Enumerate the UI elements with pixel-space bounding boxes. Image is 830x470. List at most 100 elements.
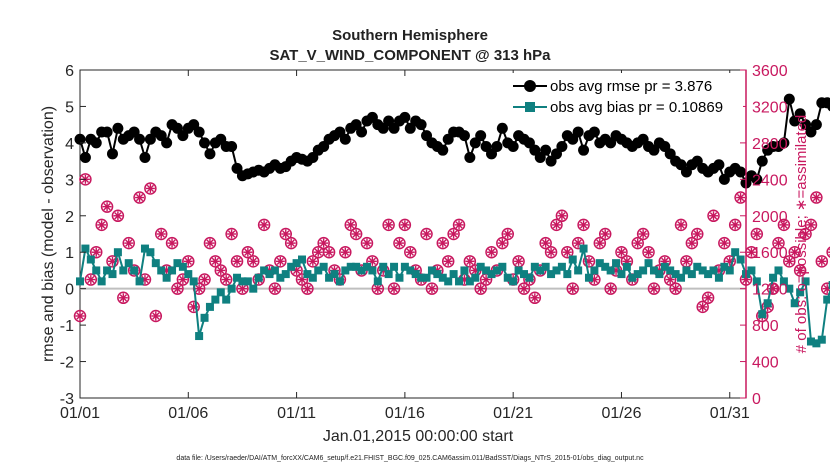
bias-point [325,273,334,282]
obs-possible-point [420,227,433,241]
rmse-point [491,141,503,153]
bias-point [796,288,805,297]
bias-point [617,270,626,279]
bias-point [227,284,236,293]
bias-point [568,255,577,264]
obs-possible-point [339,245,352,259]
obs-possible-point [441,255,455,268]
bias-point [135,277,144,286]
y-tick-label: 0 [65,282,74,299]
bias-point [417,273,426,282]
bias-point [314,266,323,275]
bias-point [806,337,815,346]
obs-assimilated-point [671,284,681,294]
obs-assimilated-point [384,220,394,230]
obs-possible-point [593,236,607,250]
bias-point [649,266,658,275]
bias-point [801,277,810,286]
obs-possible-point [349,227,363,241]
y-axis-left-ticks: -3 -2 -1 0 1 2 3 4 5 6 [60,63,86,408]
obs-assimilated-point [790,247,800,257]
obs-assimilated-point [514,256,524,266]
bias-point [622,262,631,271]
obs-assimilated-point [551,220,561,230]
bias-point [465,277,474,286]
obs-possible-point [463,255,477,268]
obs-possible-point [171,282,184,295]
obs-possible-point [247,255,260,268]
bias-point [124,259,133,268]
obs-assimilated-point [156,229,166,239]
obs-assimilated-point [519,284,529,294]
bias-point [563,270,572,279]
y-right-tick-label: 2800 [752,136,788,153]
obs-assimilated-point [687,238,697,248]
chart-title: Southern Hemisphere [332,27,488,44]
bias-point [390,262,399,271]
obs-possible-point [766,282,780,295]
bias-point [487,270,496,279]
obs-assimilated-point [573,238,583,248]
obs-possible-point [73,309,87,323]
bias-point [281,270,290,279]
obs-assimilated-point [638,229,648,239]
bias-point [817,335,826,344]
rmse-point [464,151,476,163]
obs-assimilated-point [324,247,334,257]
bias-point [449,270,458,279]
bias-point [725,266,734,275]
obs-possible-point [187,300,200,314]
bias-point [633,270,642,279]
obs-assimilated-point [730,220,740,230]
obs-assimilated-point [297,275,307,285]
rmse-point [735,166,747,178]
obs-assimilated-point [600,229,610,239]
bias-point [395,273,404,282]
bias-point [184,270,193,279]
obs-possible-point [144,182,157,195]
bias-point [579,244,588,253]
bias-point [628,273,637,282]
bias-point [747,266,756,275]
obs-assimilated-point [681,256,691,266]
obs-assimilated-point [91,247,101,257]
bias-point [769,273,778,282]
obs-possible-point [360,236,374,250]
bias-point [763,299,772,308]
obs-assimilated-point [389,284,399,294]
obs-possible-point [566,282,579,295]
obs-possible-point [317,236,330,250]
y-right-tick-label: 0 [752,391,761,408]
rmse-point [106,148,118,160]
legend-bias-label: obs avg bias pr = 0.10869 [550,99,723,116]
obs-possible-point [750,227,764,241]
rmse-point [756,155,768,167]
obs-assimilated-point [102,202,112,212]
obs-possible-point [561,245,574,259]
chart-subtitle: SAT_V_WIND_COMPONENT @ 313 hPa [269,47,551,64]
obs-assimilated-point [546,247,556,257]
obs-assimilated-point [633,238,643,248]
bias-point [86,255,95,264]
obs-possible-point [154,227,168,241]
y-right-tick-label: 2000 [752,209,788,226]
bias-point [254,273,263,282]
obs-possible-point [691,227,704,241]
obs-possible-point [788,245,801,259]
obs-assimilated-point [530,293,540,303]
obs-assimilated-point [811,193,821,203]
obs-assimilated-point [438,238,448,248]
bias-point [113,248,122,257]
obs-possible-point [496,236,509,250]
obs-assimilated-point [644,247,654,257]
obs-assimilated-point [779,220,789,230]
bias-point [178,262,187,271]
rmse-point [356,126,368,138]
obs-possible-point [696,300,709,314]
bias-point [666,266,675,275]
bias-point [557,262,566,271]
rmse-point [112,122,124,134]
bias-point [514,266,523,275]
obs-assimilated-point [454,220,464,230]
obs-possible-point [631,236,644,250]
